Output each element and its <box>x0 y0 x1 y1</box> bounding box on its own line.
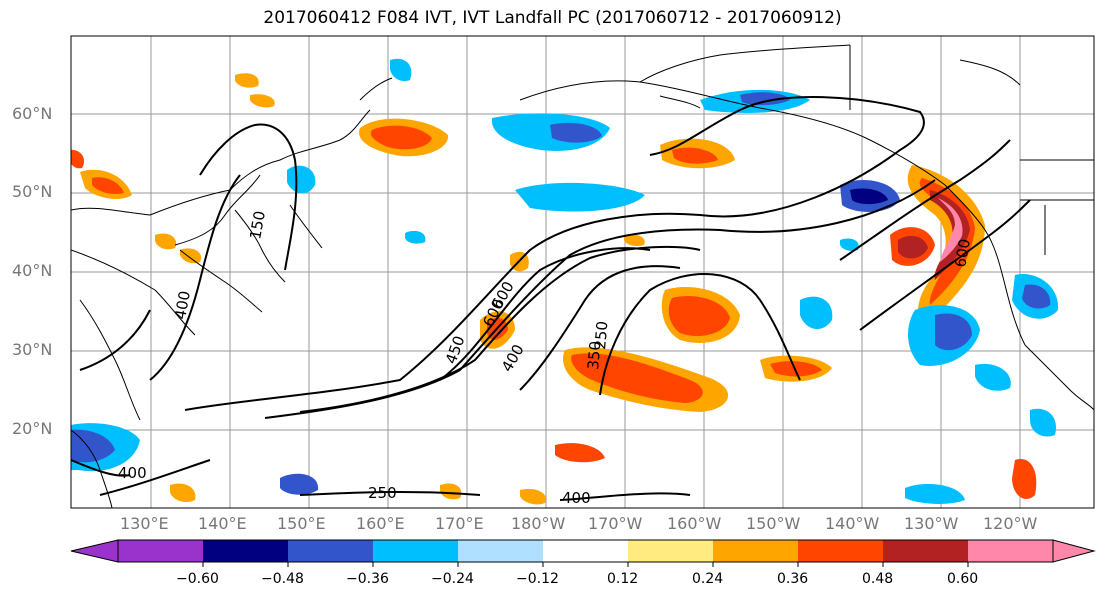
negative-patch-japan <box>287 165 316 194</box>
colorbar-segment <box>543 540 628 562</box>
coastlines <box>71 44 1094 508</box>
colorbar-segment <box>883 540 968 562</box>
colorbar-tick: −0.12 <box>516 571 559 587</box>
lat-label-20n: 20°N <box>12 419 53 438</box>
colorbar-segment <box>118 540 203 562</box>
lon-label-130w: 130°W <box>904 514 959 533</box>
colorbar-tick: 0.60 <box>947 571 979 587</box>
negative-patch-central-north <box>515 182 645 212</box>
anomaly-patches <box>71 58 1059 505</box>
contour-label: 350 <box>584 340 604 370</box>
colorbar-segment <box>288 540 373 562</box>
lat-label-40n: 40°N <box>12 261 53 280</box>
positive-patch-west-coast <box>907 165 985 325</box>
map-title: 2017060412 F084 IVT, IVT Landfall PC (20… <box>263 8 842 28</box>
lon-label-170w: 170°W <box>588 514 643 533</box>
colorbar-tick: −0.60 <box>176 571 219 587</box>
lat-label-50n: 50°N <box>12 182 53 201</box>
colorbar-segment <box>203 540 288 562</box>
colorbar <box>70 539 1096 567</box>
colorbar-tick: −0.36 <box>346 571 389 587</box>
colorbar-segment <box>628 540 713 562</box>
lon-label-150e: 150°E <box>277 514 326 533</box>
colorbar-tick: 0.24 <box>692 571 724 587</box>
lon-label-140w: 140°W <box>825 514 880 533</box>
colorbar-extend-high <box>1052 539 1096 563</box>
lon-label-120w: 120°W <box>983 514 1038 533</box>
lon-label-150w: 150°W <box>746 514 801 533</box>
colorbar-segment <box>713 540 798 562</box>
colorbar-tick: −0.48 <box>261 571 304 587</box>
lat-label-60n: 60°N <box>12 104 53 123</box>
map-frame <box>70 35 1095 509</box>
lon-label-180w: 180°W <box>511 514 566 533</box>
contour-label: 250 <box>591 320 611 350</box>
colorbar-tick: 0.36 <box>777 571 809 587</box>
colorbar-tick: −0.24 <box>431 571 474 587</box>
contour-label: 400 <box>562 489 591 507</box>
colorbar-frame <box>117 539 1054 563</box>
contour-label: 250 <box>368 484 397 502</box>
lon-label-160e: 160°E <box>356 514 405 533</box>
contour-label: 150 <box>246 209 269 240</box>
lon-label-170e: 170°E <box>435 514 484 533</box>
colorbar-segment <box>373 540 458 562</box>
colorbar-tick: 0.48 <box>862 571 894 587</box>
lon-label-140e: 140°E <box>198 514 247 533</box>
contour-label: 400 <box>118 464 147 482</box>
contour-label: 400 <box>171 289 194 320</box>
colorbar-segment <box>458 540 543 562</box>
lat-label-30n: 30°N <box>12 340 53 359</box>
contour-label: 400 <box>498 341 528 375</box>
lon-label-130e: 130°E <box>120 514 169 533</box>
lon-label-160w: 160°W <box>667 514 722 533</box>
ivt-contours <box>71 96 1031 501</box>
colorbar-extend-low <box>70 539 119 563</box>
colorbar-segment <box>968 540 1053 562</box>
contour-label: 600 <box>951 237 974 268</box>
colorbar-segment <box>798 540 883 562</box>
colorbar-tick: 0.12 <box>607 571 639 587</box>
